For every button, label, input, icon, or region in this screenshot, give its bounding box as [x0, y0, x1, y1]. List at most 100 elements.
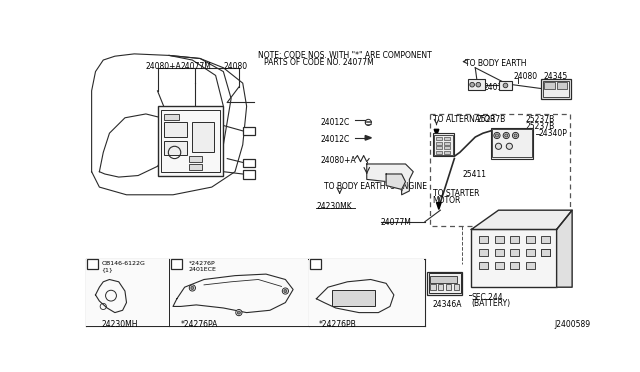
Bar: [157, 106, 223, 176]
Circle shape: [284, 289, 287, 293]
Text: (BATTERY): (BATTERY): [472, 299, 511, 308]
Bar: [332, 289, 374, 307]
Text: *24276PA: *24276PA: [180, 320, 218, 329]
Text: PARTS OF CODE NO. 24077M: PARTS OF CODE NO. 24077M: [264, 58, 373, 67]
Text: TO ENGINE: TO ENGINE: [385, 182, 427, 191]
Text: 2401ECE: 2401ECE: [189, 267, 216, 272]
Text: C: C: [246, 171, 252, 180]
Text: 24077M: 24077M: [180, 62, 212, 71]
Circle shape: [495, 143, 502, 150]
Polygon shape: [557, 210, 572, 287]
Polygon shape: [434, 129, 439, 135]
Bar: [444, 151, 451, 154]
Bar: [479, 262, 488, 269]
Circle shape: [237, 311, 241, 314]
Text: OB146-6122G: OB146-6122G: [102, 261, 145, 266]
Circle shape: [513, 132, 518, 139]
Bar: [541, 249, 550, 256]
Bar: [87, 260, 98, 269]
Bar: [164, 122, 187, 137]
Bar: [525, 249, 535, 256]
Bar: [436, 142, 442, 145]
Circle shape: [503, 83, 508, 88]
Circle shape: [470, 82, 474, 87]
Bar: [492, 129, 532, 157]
Text: SEC.244: SEC.244: [472, 293, 503, 302]
Bar: [433, 133, 454, 156]
Bar: [495, 235, 504, 243]
Bar: [436, 137, 442, 140]
Bar: [495, 249, 504, 256]
Bar: [430, 276, 458, 283]
Polygon shape: [386, 174, 406, 189]
Bar: [193, 122, 214, 153]
Circle shape: [505, 134, 508, 137]
Bar: [472, 230, 557, 287]
Text: 24012C: 24012C: [320, 135, 349, 144]
Text: 24340P: 24340P: [539, 129, 568, 138]
Bar: [525, 235, 535, 243]
Bar: [243, 170, 255, 179]
Bar: [541, 79, 571, 99]
Bar: [434, 135, 452, 155]
Text: *24276P: *24276P: [189, 261, 215, 266]
Text: A: A: [90, 260, 95, 269]
Bar: [86, 259, 169, 326]
Circle shape: [282, 288, 289, 294]
Polygon shape: [436, 202, 441, 209]
Text: 24346A: 24346A: [433, 300, 462, 309]
Bar: [557, 82, 568, 89]
Bar: [541, 249, 550, 256]
Text: TO BODY EARTH: TO BODY EARTH: [465, 58, 527, 67]
Text: {1}: {1}: [102, 267, 113, 272]
Text: C: C: [313, 260, 319, 269]
Text: NOTE: CODE NOS. WITH "*" ARE COMPONENT: NOTE: CODE NOS. WITH "*" ARE COMPONENT: [259, 51, 432, 60]
Text: 24080+A: 24080+A: [146, 62, 182, 71]
Bar: [310, 260, 321, 269]
Bar: [543, 81, 569, 97]
Bar: [164, 114, 179, 120]
Bar: [499, 81, 513, 90]
Bar: [189, 156, 202, 163]
Bar: [467, 79, 484, 90]
Bar: [444, 137, 451, 140]
Bar: [243, 127, 255, 135]
Text: *24276PB: *24276PB: [319, 320, 356, 329]
Bar: [525, 262, 535, 269]
Polygon shape: [367, 164, 413, 195]
Bar: [430, 284, 436, 290]
Text: 24080+A: 24080+A: [320, 156, 356, 165]
Bar: [454, 284, 459, 290]
Bar: [164, 141, 187, 155]
Bar: [309, 259, 424, 326]
Bar: [430, 114, 570, 225]
Text: 24230MH: 24230MH: [102, 320, 138, 329]
Text: 24080: 24080: [223, 62, 248, 71]
Text: TO STARTER: TO STARTER: [433, 189, 479, 198]
Bar: [170, 259, 308, 326]
Bar: [189, 164, 202, 170]
Text: 25237B: 25237B: [525, 115, 555, 125]
Circle shape: [494, 132, 500, 139]
Circle shape: [476, 82, 481, 87]
Text: 25411: 25411: [462, 170, 486, 179]
Bar: [541, 235, 550, 243]
Bar: [444, 142, 451, 145]
Text: A: A: [246, 128, 252, 137]
Bar: [161, 110, 220, 172]
Bar: [479, 235, 488, 243]
Text: TO ALTERNATOR: TO ALTERNATOR: [433, 115, 495, 125]
Text: B: B: [173, 260, 179, 269]
Text: ECU: ECU: [164, 115, 175, 120]
Bar: [510, 262, 520, 269]
Circle shape: [506, 143, 513, 150]
Text: 24077M: 24077M: [381, 218, 412, 227]
Text: B: B: [246, 159, 252, 169]
Text: 240156: 240156: [483, 83, 512, 92]
Bar: [544, 82, 555, 89]
Circle shape: [503, 132, 509, 139]
Text: J2400589: J2400589: [554, 320, 591, 329]
Circle shape: [236, 310, 242, 316]
Text: 25237B: 25237B: [477, 115, 506, 125]
Text: TO BODY EARTH: TO BODY EARTH: [324, 182, 386, 191]
